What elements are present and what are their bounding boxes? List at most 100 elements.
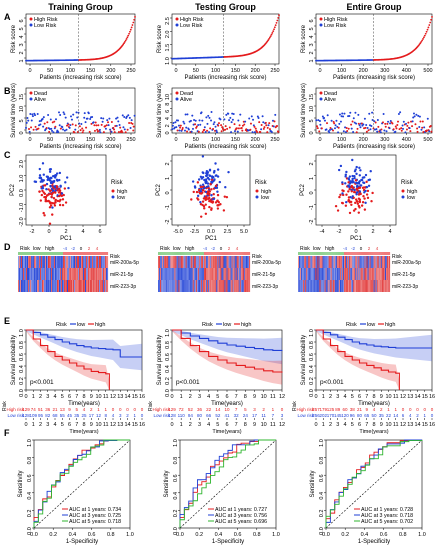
survival-point [337, 126, 340, 129]
heatmap-annot-cell [86, 252, 88, 255]
heatmap-cell [27, 268, 29, 280]
heatmap-cell [89, 268, 91, 280]
heatmap-cell [356, 268, 358, 280]
heatmap-cell [223, 268, 225, 280]
survival-point [339, 120, 342, 123]
roc-curve [325, 440, 423, 528]
survival-point [316, 125, 319, 128]
heatmap-cell [248, 280, 251, 292]
heatmap-cell [32, 280, 34, 292]
survival-point [75, 111, 78, 114]
heatmap-annot-cell [83, 252, 85, 255]
survival-point [210, 119, 213, 122]
heatmap-annot-cell [87, 252, 89, 255]
survival-point [48, 127, 51, 130]
heatmap-cell [102, 256, 104, 268]
heatmap-cell [376, 268, 378, 280]
heatmap-cell [40, 280, 42, 292]
km-curve-low [172, 329, 283, 351]
heatmap-cell [79, 256, 81, 268]
heatmap-cell [162, 256, 164, 268]
heatmap-annot-title: Risk [20, 246, 30, 252]
risk-table-value: 0 [112, 407, 115, 412]
survival-point [32, 128, 35, 131]
pca-point [353, 190, 356, 194]
roc-y-tick-label: 0.8 [319, 457, 325, 465]
km-y-tick-label: 0.2 [19, 377, 25, 385]
heatmap-cell [319, 256, 321, 268]
heatmap-cell [182, 256, 184, 268]
survival-point [61, 125, 64, 128]
heatmap-cell [368, 268, 370, 280]
km-y-tick-label: 0.2 [309, 377, 315, 385]
heatmap-annot-cell [332, 252, 334, 255]
pca-x-tick-label: 2 [64, 229, 67, 235]
heatmap-cell [311, 268, 313, 280]
heatmap-cell [32, 256, 34, 268]
survival-point [429, 125, 432, 128]
heatmap-cell [194, 256, 196, 268]
pca-point [355, 185, 359, 188]
pca-point [358, 186, 362, 189]
survival-point [94, 121, 97, 124]
survival-point [183, 122, 186, 125]
risk-table-value: 0 [119, 407, 122, 412]
risk-table-value: 51 [38, 407, 44, 412]
heatmap-cell [323, 280, 325, 292]
survival-point [107, 124, 110, 127]
heatmap-cell [212, 268, 214, 280]
heatmap-cell [352, 268, 354, 280]
heatmap-cell [166, 280, 168, 292]
pca-point [345, 170, 348, 174]
survival-point [182, 120, 185, 123]
heatmap-cell [70, 268, 72, 280]
heatmap-cell [68, 280, 70, 292]
heatmap-cell [308, 280, 310, 292]
heatmap-annot-cell [216, 252, 218, 255]
pca-point [360, 178, 364, 182]
survival-point [81, 127, 84, 130]
heatmap-annot-cell [358, 252, 360, 255]
heatmap-cell [175, 280, 177, 292]
risk-table-x-tick-label: 3 [336, 422, 339, 428]
heatmap-annot-cell [103, 252, 105, 255]
heatmap-cell [171, 256, 173, 268]
km-y-tick-label: 0.2 [165, 377, 171, 385]
heatmap-annot-cell [387, 252, 390, 255]
heatmap-cell [378, 280, 380, 292]
heatmap-cell [30, 256, 32, 268]
heatmap-cell [320, 268, 322, 280]
heatmap-annot-cell [179, 252, 181, 255]
survival-point [369, 128, 372, 131]
heatmap-annot-cell [314, 252, 316, 255]
heatmap-cell [333, 280, 335, 292]
risk-y-tick-label: 4 [19, 35, 25, 38]
survival-y-tick-label: 0 [309, 131, 315, 134]
survival-x-tick-label: 0 [174, 137, 177, 143]
heatmap-cell [342, 256, 345, 268]
survival-point [96, 128, 99, 131]
heatmap-annot-cell [365, 252, 367, 255]
heatmap-annot-cell [364, 252, 366, 255]
pca-point [58, 194, 61, 198]
pca-point [39, 199, 43, 202]
heatmap-cell [106, 280, 108, 292]
heatmap-cell [323, 256, 325, 268]
survival-point [358, 124, 361, 127]
heatmap-scale-tick: 2 [88, 246, 91, 251]
heatmap-annot-cell [174, 252, 176, 255]
survival-point [318, 130, 321, 133]
risk-table-title: Risk [2, 401, 8, 411]
heatmap-cell [364, 280, 366, 292]
km-x-tick-label: 16 [429, 394, 435, 400]
pca-point [208, 196, 211, 200]
heatmap-cell [387, 256, 390, 268]
risk-table-value: 7 [235, 407, 238, 412]
heatmap-cell [220, 268, 222, 280]
heatmap-cell [42, 268, 44, 280]
survival-point [350, 123, 353, 126]
roc-diagonal [325, 439, 423, 529]
heatmap-annot-cell [385, 252, 388, 255]
risk-y-tick-label: 6 [309, 19, 315, 22]
risk-y-tick-label: 1.5 [165, 44, 171, 52]
